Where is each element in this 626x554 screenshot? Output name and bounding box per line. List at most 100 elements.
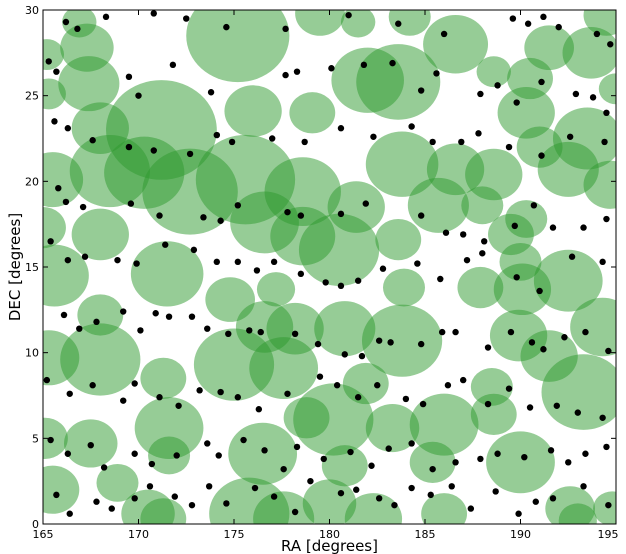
data-point — [207, 89, 215, 96]
data-point — [442, 229, 450, 236]
data-point — [169, 61, 177, 69]
coverage-circle — [58, 56, 120, 112]
x-tick-labels: 165 170 175 180 185 190 195 — [33, 528, 619, 541]
data-point — [429, 465, 436, 473]
data-point — [87, 441, 94, 449]
coverage-circle — [421, 493, 468, 524]
data-point — [448, 483, 455, 490]
data-points — [43, 10, 614, 517]
data-point — [515, 510, 522, 517]
data-point — [337, 489, 345, 497]
data-point — [280, 465, 287, 473]
data-point — [282, 71, 289, 79]
data-point — [458, 138, 465, 146]
data-point — [183, 15, 190, 22]
data-point — [389, 59, 396, 67]
data-point — [417, 340, 425, 348]
data-point — [530, 202, 538, 209]
data-point — [492, 488, 499, 495]
data-point — [599, 258, 606, 266]
data-point — [225, 330, 232, 338]
data-point — [599, 414, 606, 421]
data-point — [408, 440, 415, 447]
data-point — [360, 61, 368, 69]
data-point — [460, 376, 467, 384]
coverage-circle — [476, 56, 511, 88]
coverage-circle — [295, 10, 345, 36]
y-tick-label: 5 — [32, 432, 39, 445]
data-point — [316, 373, 324, 380]
data-point — [255, 406, 263, 413]
data-point — [375, 337, 383, 344]
data-point — [566, 133, 574, 140]
coverage-circle — [69, 134, 150, 208]
data-point — [353, 486, 360, 493]
data-point — [549, 495, 557, 502]
y-tick-labels: 0 5 10 15 20 25 30 — [25, 4, 39, 531]
data-point — [452, 328, 459, 336]
data-point — [269, 135, 276, 142]
data-point — [53, 68, 60, 75]
coverage-circle — [60, 23, 114, 72]
coverage-circle — [228, 422, 298, 485]
data-point — [246, 327, 253, 334]
data-point — [314, 340, 322, 348]
data-point — [358, 352, 366, 360]
data-point — [79, 203, 87, 211]
data-point — [93, 498, 100, 505]
data-point — [196, 387, 203, 394]
data-point — [475, 130, 482, 137]
data-point — [505, 143, 513, 151]
data-point — [368, 462, 375, 469]
data-point — [572, 90, 580, 98]
coverage-circle — [249, 337, 319, 400]
coverage-circle — [375, 218, 422, 261]
data-point — [93, 318, 100, 326]
coverage-circle — [497, 87, 555, 139]
data-point — [307, 477, 314, 485]
coverage-circle — [361, 304, 443, 377]
coverage-circle — [537, 141, 599, 197]
data-point — [217, 388, 224, 396]
data-point — [66, 390, 73, 397]
data-point — [131, 450, 138, 457]
data-point — [536, 287, 543, 295]
data-point — [135, 92, 142, 99]
data-point — [45, 58, 52, 65]
data-point — [234, 258, 242, 266]
data-point — [395, 20, 402, 27]
coverage-circle — [96, 463, 139, 502]
coverage-circle — [302, 479, 357, 524]
data-point — [270, 258, 278, 266]
data-point — [223, 500, 230, 507]
data-point — [467, 505, 475, 512]
data-point — [173, 452, 180, 459]
coverage-circle — [524, 25, 574, 71]
data-point — [553, 402, 560, 409]
data-point — [481, 238, 488, 245]
data-point — [524, 20, 532, 27]
data-point — [156, 212, 163, 219]
coverage-circle — [570, 297, 616, 357]
coverage-circle — [356, 44, 441, 120]
coverage-circle — [461, 186, 504, 225]
data-point — [148, 460, 156, 468]
plot-frame — [42, 9, 617, 525]
data-point — [440, 30, 448, 38]
y-tick-label: 25 — [25, 90, 39, 103]
x-tick-label: 195 — [598, 528, 619, 541]
data-point — [603, 443, 610, 451]
data-point — [297, 270, 305, 278]
data-point — [375, 495, 383, 502]
data-point — [526, 404, 534, 411]
coverage-circle — [71, 208, 129, 261]
coverage-circles — [43, 10, 616, 524]
data-point — [282, 25, 289, 33]
data-point — [284, 208, 291, 216]
coverage-circle — [224, 85, 282, 137]
data-point — [494, 450, 501, 457]
data-point — [215, 452, 222, 459]
data-point — [513, 274, 520, 281]
data-point — [62, 198, 70, 206]
coverage-circle — [60, 323, 141, 396]
